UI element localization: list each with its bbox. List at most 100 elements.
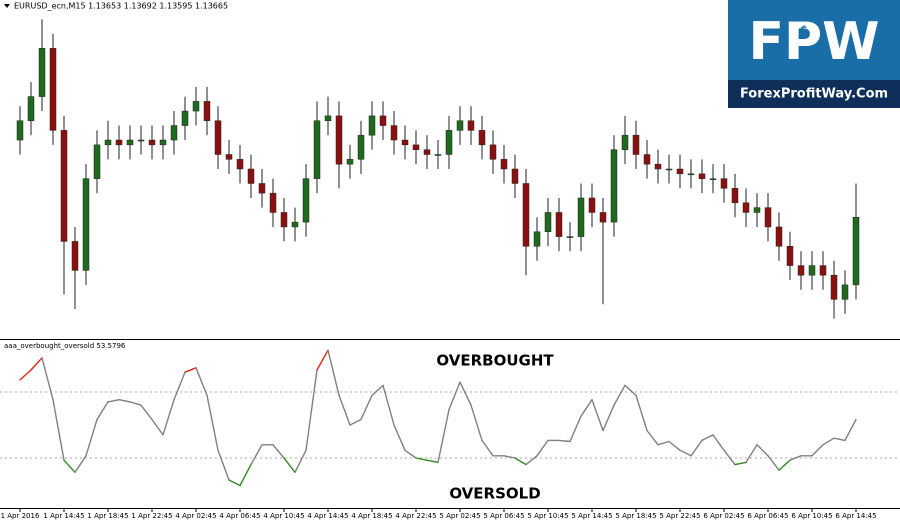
candle-body [302, 178, 310, 223]
oscillator-segment [118, 399, 131, 403]
candle-body [379, 115, 387, 126]
candle-body [390, 125, 398, 141]
candle-body [511, 168, 519, 184]
x-tick-label: 1 Apr 22:45 [131, 512, 172, 520]
candle-body [808, 265, 816, 276]
oscillator-segment [327, 349, 340, 396]
candle-body [434, 154, 442, 156]
candle-body [819, 265, 827, 276]
oscillator-segment [767, 455, 780, 471]
candle-body [665, 168, 673, 171]
oscillator-segment [250, 444, 263, 466]
oscillator-segment [481, 439, 494, 457]
x-tick-label: 6 Apr 14:45 [835, 512, 876, 520]
oscillator-segment [360, 394, 373, 421]
oscillator-segment [349, 418, 362, 426]
oscillator-segment [228, 479, 241, 487]
oscillator-segment [63, 459, 76, 473]
candle-body [236, 159, 244, 170]
oscillator-segment [30, 357, 43, 371]
oscillator-segment [701, 434, 714, 442]
oscillator-segment [371, 384, 384, 396]
oscillator-segment [811, 444, 824, 457]
candle-body [489, 144, 497, 160]
candle-body [654, 163, 662, 170]
oscillator-segment [833, 437, 846, 442]
x-tick-label: 5 Apr 22:45 [659, 512, 700, 520]
chart-title: EURUSD_ecn,M15 1.13653 1.13692 1.13595 1… [14, 2, 228, 11]
oscillator-segment [844, 418, 857, 442]
candle-body [269, 192, 277, 213]
candle-body [335, 115, 343, 165]
candle-body [225, 154, 233, 160]
oscillator-segment [184, 367, 197, 373]
candle-body [401, 139, 409, 146]
candle-body [621, 134, 629, 150]
candle-body [775, 226, 783, 247]
menu-arrow[interactable] [4, 4, 10, 8]
oscillator-segment [41, 357, 54, 401]
oscillator-segment [591, 399, 604, 432]
candle-body [115, 139, 123, 146]
candle-body [599, 212, 607, 223]
candle-body [797, 265, 805, 276]
logo-text: FPW [749, 12, 880, 72]
candle-body [313, 120, 321, 179]
oscillator-segment [382, 384, 395, 426]
x-tick-label: 5 Apr 18:45 [615, 512, 656, 520]
oscillator-segment [470, 404, 483, 442]
candle-body [709, 178, 717, 180]
oscillator-segment [789, 455, 802, 461]
candle-body [478, 130, 486, 146]
oscillator-segment [85, 418, 98, 457]
x-tick-label: 4 Apr 14:45 [307, 512, 348, 520]
candle-body [357, 134, 365, 160]
candle-body [148, 139, 156, 146]
x-tick-label: 5 Apr 02:45 [439, 512, 480, 520]
annotation: OVERSOLD [449, 485, 540, 503]
candle-body [71, 241, 79, 271]
oscillator-segment [734, 461, 747, 466]
x-tick-label: 5 Apr 10:45 [527, 512, 568, 520]
candle-body [104, 139, 112, 146]
candle-body [687, 173, 695, 176]
candle-body [49, 48, 57, 131]
site-text: ForexProfitWay.Com [740, 87, 888, 102]
x-tick-label: 6 Apr 10:45 [791, 512, 832, 520]
oscillator-segment [437, 408, 450, 464]
oscillator-segment [624, 384, 637, 396]
candle-body [60, 130, 68, 242]
oscillator-segment [206, 394, 219, 451]
candle-body [841, 284, 849, 300]
logo-strip [728, 80, 900, 108]
x-tick-label: 5 Apr 06:45 [483, 512, 524, 520]
indicator-title: aaa_overbought_oversold 53.5796 [4, 342, 126, 350]
candle-body [533, 231, 541, 247]
x-tick-label: 4 Apr 18:45 [351, 512, 392, 520]
candle-body [324, 115, 332, 121]
candle-body [764, 207, 772, 228]
oscillator-segment [712, 434, 725, 451]
candle-body [720, 178, 728, 189]
oscillator-segment [756, 444, 769, 457]
candle-body [731, 188, 739, 204]
annotation: OVERBOUGHT [436, 352, 554, 370]
candle-body [214, 120, 222, 155]
oscillator-segment [393, 424, 406, 451]
x-tick-label: 6 Apr 06:45 [747, 512, 788, 520]
candle-body [137, 139, 145, 142]
watermark: FPW $ ForexProfitWay.Com [728, 0, 900, 108]
oscillator-segment [525, 455, 538, 466]
oscillator-segment [778, 459, 791, 471]
candle-body [93, 144, 101, 179]
candle-body [412, 144, 420, 150]
x-tick-label: 5 Apr 14:45 [571, 512, 612, 520]
candle-body [126, 139, 134, 146]
oscillator-segment [613, 384, 626, 406]
oscillator-segment [338, 394, 351, 426]
candle-body [522, 183, 530, 247]
candle-body [38, 48, 46, 97]
oscillator-segment [514, 457, 527, 466]
